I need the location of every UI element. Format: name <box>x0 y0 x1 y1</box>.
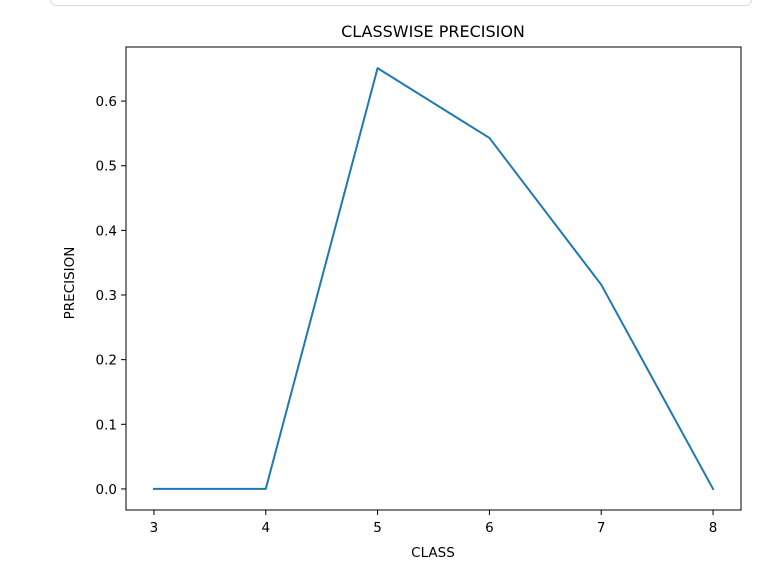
y-tick-label: 0.2 <box>96 353 117 369</box>
x-tick-label: 6 <box>485 520 494 536</box>
y-tick-label: 0.4 <box>96 223 117 239</box>
y-axis-label: PRECISION <box>62 247 78 320</box>
x-tick-label: 3 <box>150 520 159 536</box>
x-tick-label: 5 <box>373 520 382 536</box>
x-axis-ticks: 3 4 5 6 7 8 <box>150 510 718 536</box>
y-tick-label: 0.5 <box>96 159 117 175</box>
chart-title: CLASSWISE PRECISION <box>341 22 525 41</box>
y-tick-label: 0.1 <box>96 417 117 433</box>
series-line <box>152 67 715 491</box>
axes-frame <box>125 46 742 511</box>
series-layer <box>152 67 715 491</box>
plot-area: 3 4 5 6 7 8 0.0 0.1 0.2 0.3 0.4 0.5 0.6 <box>96 46 742 536</box>
y-axis-ticks: 0.0 0.1 0.2 0.3 0.4 0.5 0.6 <box>96 94 126 498</box>
x-tick-label: 8 <box>709 520 718 536</box>
x-tick-label: 7 <box>597 520 606 536</box>
y-tick-label: 0.6 <box>96 94 117 110</box>
y-tick-label: 0.3 <box>96 288 117 304</box>
x-tick-label: 4 <box>261 520 270 536</box>
x-axis-label: CLASS <box>411 545 455 561</box>
y-tick-label: 0.0 <box>96 482 117 498</box>
